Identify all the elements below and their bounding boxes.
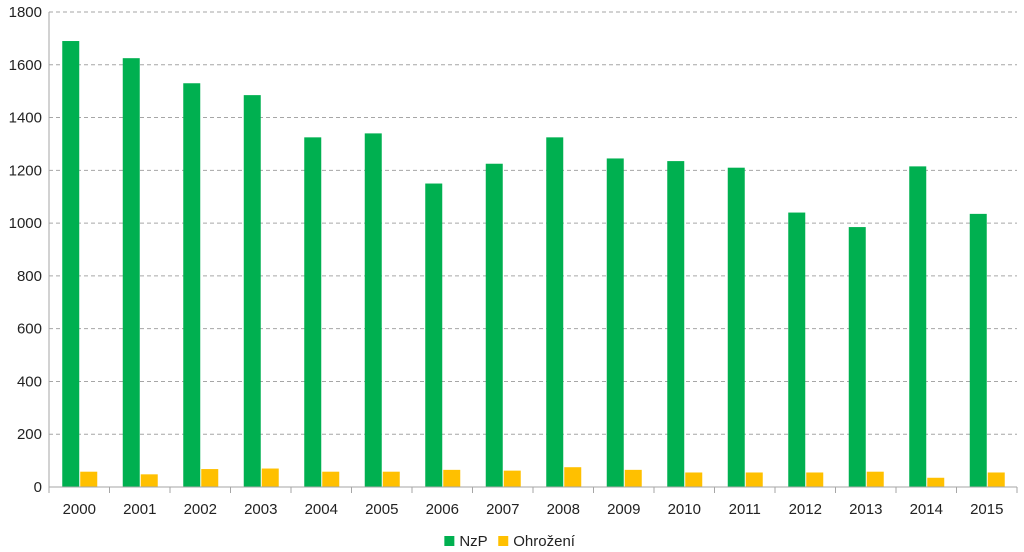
y-tick-label: 800 <box>17 268 42 285</box>
x-tick-label: 2013 <box>849 501 882 518</box>
y-tick-label: 0 <box>34 479 42 496</box>
x-tick-label: 2009 <box>607 501 640 518</box>
gridlines <box>49 11 1017 435</box>
x-tick-label: 2012 <box>789 501 822 518</box>
x-tick-label: 2010 <box>668 501 701 518</box>
bars <box>62 41 1005 488</box>
y-tick-label: 1400 <box>9 110 42 127</box>
y-tick-label: 400 <box>17 373 42 390</box>
legend-swatch-ohro-en- <box>498 536 509 546</box>
bar-nzp-2015 <box>969 213 987 487</box>
x-tick-label: 2002 <box>184 501 217 518</box>
legend-label: Ohrožení <box>513 533 576 550</box>
bar-nzp-2001 <box>122 58 140 488</box>
x-tick-label: 2015 <box>970 501 1003 518</box>
bar-ohro-en--2014 <box>927 477 945 487</box>
bar-nzp-2003 <box>243 95 261 487</box>
bar-nzp-2013 <box>848 227 866 487</box>
bar-ohro-en--2003 <box>261 468 279 487</box>
legend-label: NzP <box>459 533 487 550</box>
bar-ohro-en--2000 <box>80 471 98 487</box>
bar-ohro-en--2010 <box>685 472 703 487</box>
bar-ohro-en--2013 <box>866 471 884 487</box>
bar-ohro-en--2015 <box>987 472 1005 487</box>
bar-ohro-en--2002 <box>201 469 219 487</box>
x-tick-label: 2003 <box>244 501 277 518</box>
x-tick-label: 2011 <box>729 501 761 518</box>
bar-nzp-2010 <box>667 161 685 487</box>
bar-nzp-2006 <box>425 183 443 487</box>
bar-ohro-en--2005 <box>382 471 400 487</box>
bar-ohro-en--2011 <box>745 472 763 487</box>
x-tick-label: 2005 <box>365 501 398 518</box>
bar-nzp-2014 <box>909 166 927 487</box>
bar-ohro-en--2007 <box>503 470 521 487</box>
x-tick-label: 2006 <box>426 501 459 518</box>
x-tick-label: 2007 <box>486 501 519 518</box>
y-tick-label: 600 <box>17 321 42 338</box>
y-tick-label: 1000 <box>9 215 42 232</box>
x-tick-label: 2004 <box>305 501 338 518</box>
legend: NzP Ohrožení <box>444 533 576 550</box>
bar-ohro-en--2006 <box>443 469 461 487</box>
x-tick-label: 2000 <box>63 501 96 518</box>
bar-ohro-en--2009 <box>624 469 642 487</box>
y-axis: 0 200 400 600 800 1000 1200 1400 1600 1800 <box>9 4 50 496</box>
bar-nzp-2005 <box>364 133 382 487</box>
bar-nzp-2008 <box>546 137 564 487</box>
bar-nzp-2002 <box>183 83 201 487</box>
x-axis: 2000 2001 2002 2003 2004 2005 2006 2007 2008 2009… <box>48 486 1018 518</box>
bar-nzp-2009 <box>606 158 624 488</box>
bar-nzp-2011 <box>727 167 745 487</box>
bar-ohro-en--2001 <box>140 474 158 487</box>
bar-nzp-2000 <box>62 41 80 488</box>
y-tick-label: 1600 <box>9 57 42 74</box>
bar-ohro-en--2008 <box>564 467 582 487</box>
bar-nzp-2004 <box>304 137 322 487</box>
x-tick-label: 2008 <box>547 501 580 518</box>
y-tick-label: 1800 <box>9 4 42 21</box>
bar-nzp-2012 <box>788 212 806 488</box>
y-tick-label: 200 <box>17 426 42 443</box>
legend-swatch-nzp <box>444 536 455 546</box>
x-tick-label: 2014 <box>910 501 943 518</box>
y-tick-label: 1200 <box>9 162 42 179</box>
x-tick-label: 2001 <box>123 501 156 518</box>
bar-nzp-2007 <box>485 163 503 487</box>
bar-ohro-en--2012 <box>806 472 824 487</box>
bar-ohro-en--2004 <box>322 471 340 487</box>
